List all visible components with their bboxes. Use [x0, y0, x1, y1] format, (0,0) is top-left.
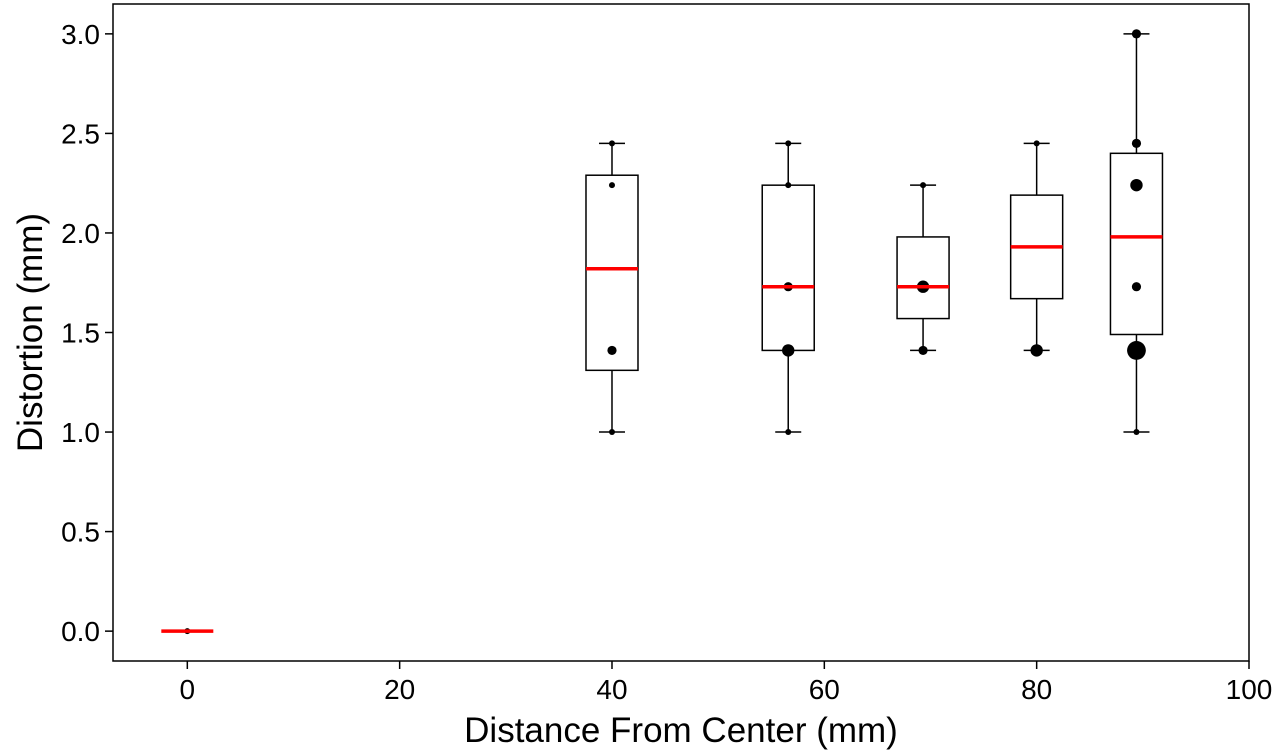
y-tick-label: 1.0 — [61, 417, 100, 448]
data-point — [785, 182, 792, 189]
box-body — [585, 174, 639, 372]
box-group — [585, 140, 639, 436]
data-point — [785, 429, 792, 436]
x-tick-label: 60 — [809, 674, 840, 705]
data-point — [1133, 429, 1140, 436]
data-point — [608, 140, 615, 147]
data-point — [1127, 341, 1146, 360]
data-point — [918, 345, 928, 356]
data-point — [1030, 344, 1043, 357]
data-point — [920, 182, 927, 189]
y-axis: 0.0 0.5 1.0 1.5 2.0 2.5 3.0 — [61, 19, 113, 647]
x-axis-label: Distance From Center (mm) — [464, 711, 898, 750]
box-group — [896, 182, 950, 356]
box-body — [896, 236, 950, 320]
data-point — [608, 429, 615, 436]
box-body — [761, 184, 815, 352]
data-point — [1130, 178, 1143, 192]
data-point — [607, 345, 617, 356]
y-tick-label: 2.5 — [61, 118, 100, 149]
data-point — [1131, 138, 1142, 148]
data-point — [608, 182, 615, 189]
y-tick-label: 2.0 — [61, 218, 100, 249]
data-point — [785, 140, 792, 147]
box-group — [1109, 29, 1164, 436]
x-axis: 0 20 40 60 80 100 — [180, 661, 1273, 705]
x-tick-label: 80 — [1021, 674, 1052, 705]
y-tick-label: 0.5 — [61, 517, 100, 548]
y-tick-label: 3.0 — [61, 19, 100, 50]
y-axis-label: Distortion (mm) — [11, 213, 50, 452]
x-tick-label: 0 — [180, 674, 196, 705]
y-tick-label: 1.5 — [61, 318, 100, 349]
y-tick-label: 0.0 — [61, 616, 100, 647]
plot-frame — [112, 3, 1250, 662]
data-point — [1033, 140, 1040, 147]
x-tick-label: 40 — [596, 674, 627, 705]
data-point — [1131, 29, 1142, 39]
box-group — [761, 140, 815, 436]
data-point — [1131, 282, 1142, 292]
x-tick-label: 100 — [1226, 674, 1273, 705]
plot-content — [161, 29, 1164, 635]
box-group — [1009, 140, 1064, 357]
data-point — [782, 344, 795, 357]
box-body — [1109, 152, 1164, 336]
box-group — [161, 628, 214, 635]
x-tick-label: 20 — [384, 674, 415, 705]
